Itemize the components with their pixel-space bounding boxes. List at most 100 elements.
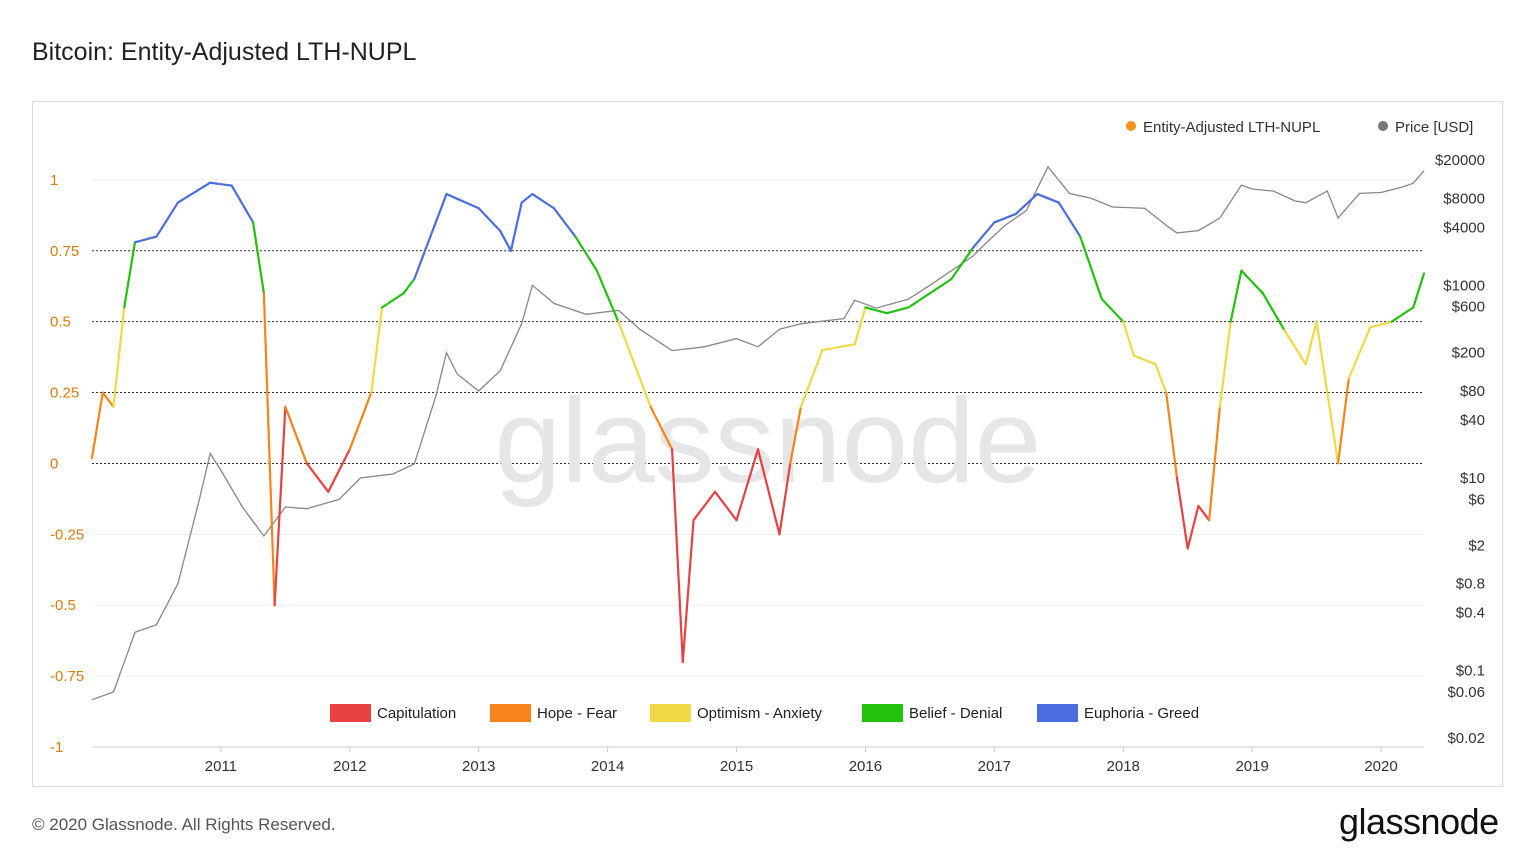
nupl-segment — [1079, 235, 1103, 301]
zone-label: Belief - Denial — [909, 705, 1002, 722]
nupl-segment — [230, 184, 255, 224]
nupl-segment — [1100, 297, 1125, 323]
x-tick-label: 2013 — [462, 758, 495, 775]
right-tick-label: $0.4 — [1456, 605, 1485, 622]
nupl-segment — [176, 181, 212, 204]
zone-legend[interactable]: Capitulation Hope - Fear Optimism - Anxiet… — [330, 704, 1199, 722]
nupl-segment — [1283, 329, 1307, 366]
nupl-segment — [499, 229, 513, 252]
right-tick-label: $1000 — [1443, 277, 1485, 294]
left-tick-label: 0.5 — [50, 314, 71, 331]
right-tick-label: $0.8 — [1456, 576, 1485, 593]
nupl-segment — [348, 391, 373, 451]
nupl-segment — [262, 292, 276, 607]
nupl-segment — [1197, 504, 1211, 522]
nupl-segment — [595, 269, 620, 323]
nupl-segment — [380, 292, 405, 309]
legend-label: Price [USD] — [1395, 119, 1473, 136]
right-tick-label: $80 — [1460, 383, 1485, 400]
right-tick-label: $20000 — [1435, 152, 1485, 169]
right-tick-label: $4000 — [1443, 219, 1485, 236]
nupl-segment — [1229, 269, 1243, 323]
left-tick-label: 1 — [50, 172, 58, 189]
nupl-segment — [434, 192, 448, 224]
nupl-segment — [767, 490, 781, 536]
nupl-segment — [531, 192, 556, 210]
nupl-segment — [327, 448, 351, 493]
nupl-segment — [928, 278, 953, 295]
zone-label: Capitulation — [377, 705, 456, 722]
x-tick-label: 2020 — [1364, 758, 1397, 775]
left-tick-label: -0.25 — [50, 526, 84, 543]
zone-swatch — [862, 704, 903, 722]
x-tick-label: 2011 — [205, 758, 237, 775]
top-legend[interactable]: Entity-Adjusted LTH-NUPL Price [USD] — [1126, 119, 1473, 136]
nupl-segment — [123, 241, 137, 309]
nupl-series — [90, 181, 1426, 664]
nupl-segment — [692, 490, 717, 522]
right-tick-label: $6 — [1468, 491, 1485, 508]
nupl-segment — [413, 221, 437, 281]
right-tick-label: $0.1 — [1456, 663, 1485, 680]
nupl-segment — [617, 320, 641, 380]
nupl-segment — [1304, 320, 1318, 366]
nupl-segment — [273, 405, 287, 607]
x-tick-label: 2017 — [978, 758, 1011, 775]
right-tick-label: $0.06 — [1447, 684, 1485, 701]
nupl-segment — [789, 405, 803, 465]
nupl-segment — [1261, 292, 1286, 332]
nupl-segment — [209, 181, 233, 187]
nupl-segment — [1240, 269, 1264, 295]
nupl-segment — [853, 306, 867, 346]
nupl-segment — [520, 192, 534, 204]
nupl-segment — [1347, 326, 1372, 380]
copyright: © 2020 Glassnode. All Rights Reserved. — [32, 815, 336, 834]
left-axis: 1 0.75 0.5 0.25 0 -0.25 -0.5 -0.75 -1 — [50, 172, 84, 756]
x-tick-label: 2019 — [1235, 758, 1268, 775]
nupl-segment — [370, 306, 384, 394]
x-tick-label: 2018 — [1107, 758, 1140, 775]
chart-title: Bitcoin: Entity-Adjusted LTH-NUPL — [32, 38, 417, 66]
nupl-segment — [1208, 405, 1222, 522]
nupl-segment — [670, 448, 684, 664]
x-tick-label: 2016 — [849, 758, 882, 775]
nupl-segment — [1390, 306, 1415, 323]
zone-swatch — [330, 704, 371, 722]
nupl-segment — [552, 207, 577, 238]
nupl-segment — [1412, 272, 1426, 309]
nupl-segment — [950, 246, 974, 281]
nupl-segment — [1014, 192, 1039, 216]
x-tick-label: 2015 — [720, 758, 753, 775]
nupl-segment — [155, 201, 180, 238]
brand-logo: glassnode — [1339, 801, 1499, 842]
nupl-segment — [402, 278, 416, 295]
nupl-segment — [821, 343, 856, 352]
legend-label: Entity-Adjusted LTH-NUPL — [1143, 119, 1320, 136]
right-tick-label: $40 — [1460, 412, 1485, 429]
nupl-segment — [133, 235, 158, 244]
zone-swatch — [650, 704, 691, 722]
nupl-segment — [756, 448, 770, 493]
nupl-segment — [885, 306, 910, 315]
x-tick-label: 2012 — [333, 758, 366, 775]
left-tick-label: 0.25 — [50, 385, 79, 402]
nupl-segment — [1132, 354, 1157, 366]
nupl-segment — [993, 212, 1017, 224]
nupl-segment — [638, 377, 652, 408]
right-tick-label: $2 — [1468, 537, 1485, 554]
nupl-segment — [509, 201, 523, 252]
right-tick-label: $600 — [1452, 299, 1485, 316]
nupl-segment — [101, 391, 115, 408]
right-tick-label: $200 — [1452, 345, 1485, 362]
nupl-segment — [1315, 320, 1340, 465]
left-tick-label: -1 — [50, 739, 63, 756]
nupl-segment — [1154, 363, 1168, 394]
nupl-segment — [971, 221, 996, 250]
chart-panel: glassnode 1 0.75 0.5 0.25 0 -0.25 -0.5 -0.75 -1 … — [32, 101, 1503, 787]
nupl-segment — [1057, 201, 1082, 238]
nupl-segment — [574, 235, 598, 272]
zone-swatch — [490, 704, 531, 722]
chart-svg: glassnode 10.750.50.250-0.25-0.5-0.75-1 … — [50, 119, 1485, 775]
nupl-segment — [1036, 192, 1060, 204]
right-tick-label: $10 — [1460, 470, 1485, 487]
